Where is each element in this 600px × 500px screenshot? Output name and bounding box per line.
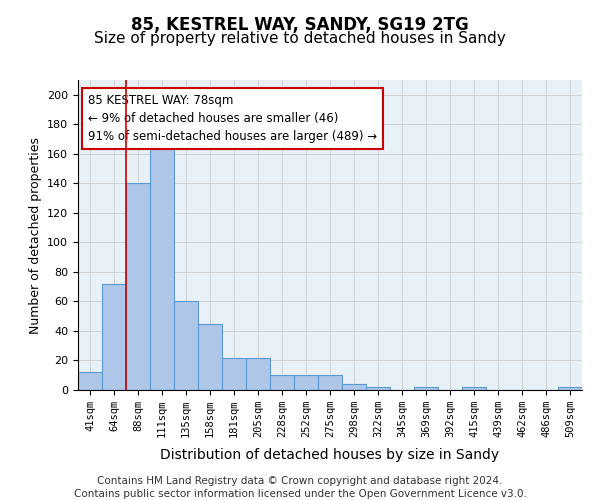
Bar (102, 284, 126, 390)
Bar (198, 324, 222, 390)
X-axis label: Distribution of detached houses by size in Sandy: Distribution of detached houses by size … (160, 448, 500, 462)
Bar (342, 384, 366, 390)
Bar (414, 387, 438, 390)
Bar (366, 387, 390, 390)
Text: 85, KESTREL WAY, SANDY, SG19 2TG: 85, KESTREL WAY, SANDY, SG19 2TG (131, 16, 469, 34)
Bar (318, 375, 342, 390)
Bar (270, 375, 294, 390)
Bar (126, 184, 150, 390)
Bar (558, 387, 582, 390)
Bar (150, 142, 174, 390)
Bar (294, 375, 318, 390)
Text: Contains HM Land Registry data © Crown copyright and database right 2024.: Contains HM Land Registry data © Crown c… (97, 476, 503, 486)
Text: Size of property relative to detached houses in Sandy: Size of property relative to detached ho… (94, 31, 506, 46)
Bar (174, 302, 198, 390)
Text: 85 KESTREL WAY: 78sqm
← 9% of detached houses are smaller (46)
91% of semi-detac: 85 KESTREL WAY: 78sqm ← 9% of detached h… (88, 94, 377, 143)
Y-axis label: Number of detached properties: Number of detached properties (29, 136, 41, 334)
Text: Contains public sector information licensed under the Open Government Licence v3: Contains public sector information licen… (74, 489, 526, 499)
Bar (246, 358, 270, 390)
Bar (222, 358, 246, 390)
Bar (462, 387, 486, 390)
Bar (78, 372, 102, 390)
